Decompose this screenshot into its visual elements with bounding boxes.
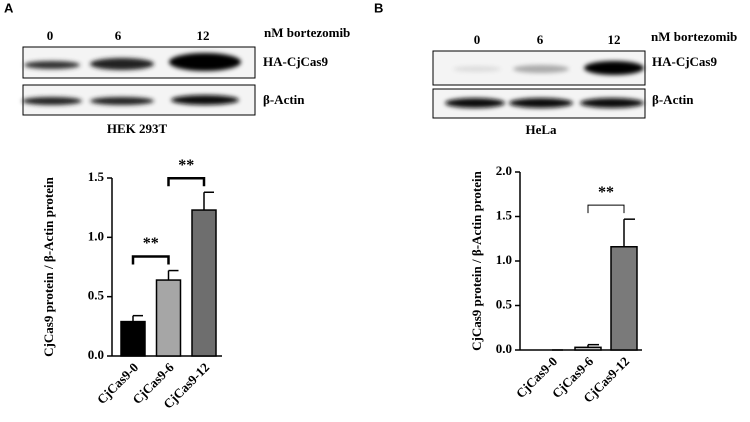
y-tick-label: 0.5 [88, 288, 105, 303]
bands [453, 61, 644, 75]
bar [155, 279, 182, 357]
y-tick-label: 1.5 [88, 169, 105, 184]
blot-label: HA-CjCas9 [652, 54, 717, 69]
significance-bracket [131, 255, 170, 265]
lane-label: 12 [608, 32, 621, 47]
blot-label: β-Actin [652, 92, 694, 107]
cell-line: HeLa [525, 122, 557, 137]
bands [445, 98, 644, 108]
cell-line: HEK 293T [107, 121, 168, 136]
bands [24, 53, 241, 71]
lane-label: 0 [474, 32, 481, 47]
significance-bracket [587, 204, 625, 214]
significance-label: ** [143, 235, 159, 252]
y-tick-label: 1.0 [496, 252, 512, 267]
unit-label: nM bortezomib [651, 29, 737, 44]
significance-label: ** [598, 184, 614, 201]
bar [120, 320, 146, 357]
blot-label: HA-CjCas9 [263, 54, 328, 69]
y-tick-label: 1.5 [496, 207, 513, 222]
bands [22, 95, 239, 105]
y-tick-label: 0.5 [496, 296, 513, 311]
y-tick-label: 0.0 [88, 347, 104, 362]
bar [610, 246, 638, 351]
blot-label: β-Actin [263, 92, 305, 107]
bar [191, 209, 217, 357]
y-tick-label: 1.0 [88, 228, 104, 243]
lane-label: 12 [197, 28, 210, 43]
significance-label: ** [178, 157, 194, 174]
panel-label: A [4, 0, 14, 15]
bar [574, 346, 602, 351]
y-tick-label: 2.0 [496, 163, 512, 178]
lane-label: 0 [47, 28, 54, 43]
significance-bracket [167, 176, 206, 187]
unit-label: nM bortezomib [264, 25, 350, 40]
y-axis-label: CjCas9 protein / β-Actin protein [41, 176, 56, 356]
panel-label: B [374, 0, 383, 15]
y-axis-label: CjCas9 protein / β-Actin protein [469, 170, 484, 350]
lane-label: 6 [537, 32, 544, 47]
lane-label: 6 [115, 28, 122, 43]
y-tick-label: 0.0 [496, 341, 512, 356]
